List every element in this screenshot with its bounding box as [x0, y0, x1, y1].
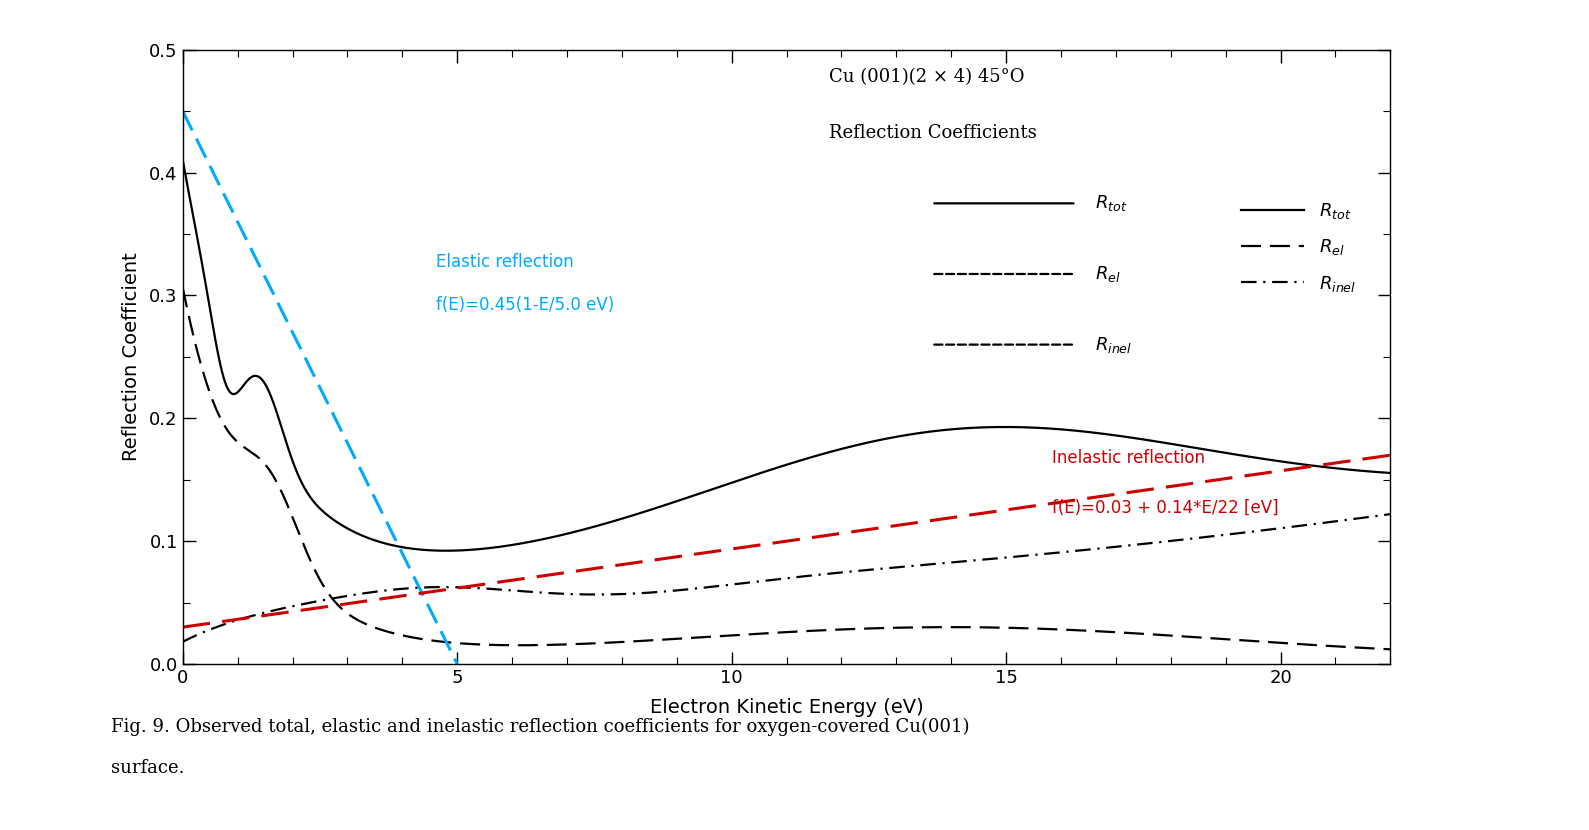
Text: Elastic reflection: Elastic reflection [437, 253, 574, 271]
Legend: $R_{tot}$, $R_{el}$, $R_{inel}$: $R_{tot}$, $R_{el}$, $R_{inel}$ [1235, 194, 1363, 301]
Text: $R_{el}$: $R_{el}$ [1095, 264, 1120, 284]
Text: Reflection Coefficients: Reflection Coefficients [829, 124, 1036, 141]
Text: Cu (001)(2 × 4) 45°O: Cu (001)(2 × 4) 45°O [829, 68, 1025, 86]
Text: $R_{tot}$: $R_{tot}$ [1095, 193, 1127, 213]
Text: surface.: surface. [111, 759, 184, 778]
X-axis label: Electron Kinetic Energy (eV): Electron Kinetic Energy (eV) [650, 698, 923, 717]
Text: Inelastic reflection: Inelastic reflection [1052, 450, 1204, 467]
Text: Fig. 9. Observed total, elastic and inelastic reflection coefficients for oxygen: Fig. 9. Observed total, elastic and inel… [111, 718, 969, 736]
Text: f(E)=0.45(1-E/5.0 eV): f(E)=0.45(1-E/5.0 eV) [437, 296, 615, 314]
Text: f(E)=0.03 + 0.14*E/22 [eV]: f(E)=0.03 + 0.14*E/22 [eV] [1052, 499, 1279, 516]
Text: $R_{inel}$: $R_{inel}$ [1095, 334, 1131, 354]
Y-axis label: Reflection Coefficient: Reflection Coefficient [122, 252, 141, 461]
